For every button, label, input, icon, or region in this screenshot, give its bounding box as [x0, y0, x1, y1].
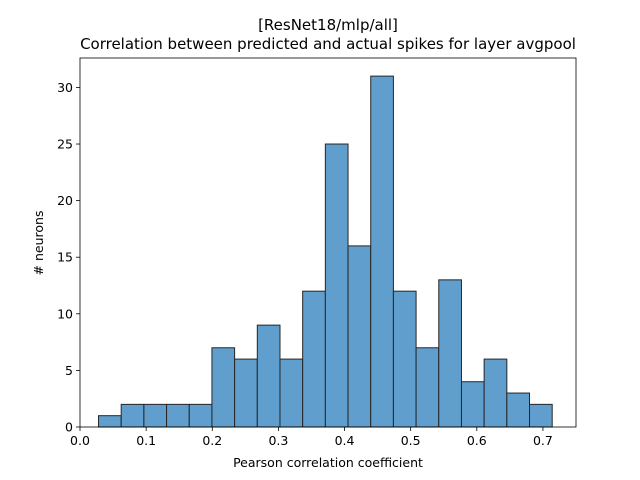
y-axis-ticks: 0 5 10 15 20 25 30: [57, 80, 80, 435]
histogram-bar: [392, 290, 417, 428]
x-tick-label: 0.2: [202, 433, 222, 448]
histogram-bar: [347, 245, 372, 428]
histogram-bar: [506, 392, 531, 428]
plot-frame: [79, 57, 577, 428]
histogram-bar: [529, 403, 553, 428]
x-tick-label: 0.4: [335, 433, 355, 448]
y-tick-label: 15: [57, 250, 73, 265]
chart-title-line1: [ResNet18/mlp/all]: [258, 16, 398, 34]
histogram-bar: [211, 347, 236, 428]
y-tick-label: 5: [65, 363, 73, 378]
histogram-bar: [483, 358, 508, 428]
histogram-bar: [415, 347, 440, 428]
x-tick-label: 0.0: [70, 433, 90, 448]
histogram-bar: [98, 415, 122, 428]
x-axis-label: Pearson correlation coefficient: [233, 455, 423, 470]
x-tick-label: 0.5: [401, 433, 421, 448]
histogram-bar: [324, 143, 349, 428]
x-tick-label: 0.3: [268, 433, 288, 448]
y-axis-label: # neurons: [31, 211, 46, 276]
histogram-bar: [143, 403, 168, 428]
histogram-bars: [98, 75, 553, 428]
histogram-bar: [256, 324, 281, 428]
histogram-bar: [166, 403, 190, 428]
histogram-bar: [234, 358, 258, 428]
histogram-bar: [120, 403, 145, 428]
y-tick-label: 30: [57, 80, 73, 95]
histogram-bar: [302, 290, 326, 428]
histogram-bar: [460, 381, 485, 428]
histogram-bar: [279, 358, 304, 428]
chart-title-line2: Correlation between predicted and actual…: [80, 35, 576, 53]
histogram-bar: [188, 403, 213, 428]
x-axis-ticks: 0.0 0.1 0.2 0.3 0.4 0.5 0.6 0.7: [70, 427, 553, 448]
x-tick-label: 0.6: [467, 433, 487, 448]
histogram-bar: [438, 279, 462, 428]
y-tick-label: 25: [57, 137, 73, 152]
histogram-bar: [370, 75, 394, 428]
x-tick-label: 0.7: [533, 433, 553, 448]
y-tick-label: 0: [65, 420, 73, 435]
y-tick-label: 20: [57, 193, 73, 208]
x-tick-label: 0.1: [136, 433, 156, 448]
y-tick-label: 10: [57, 306, 73, 321]
